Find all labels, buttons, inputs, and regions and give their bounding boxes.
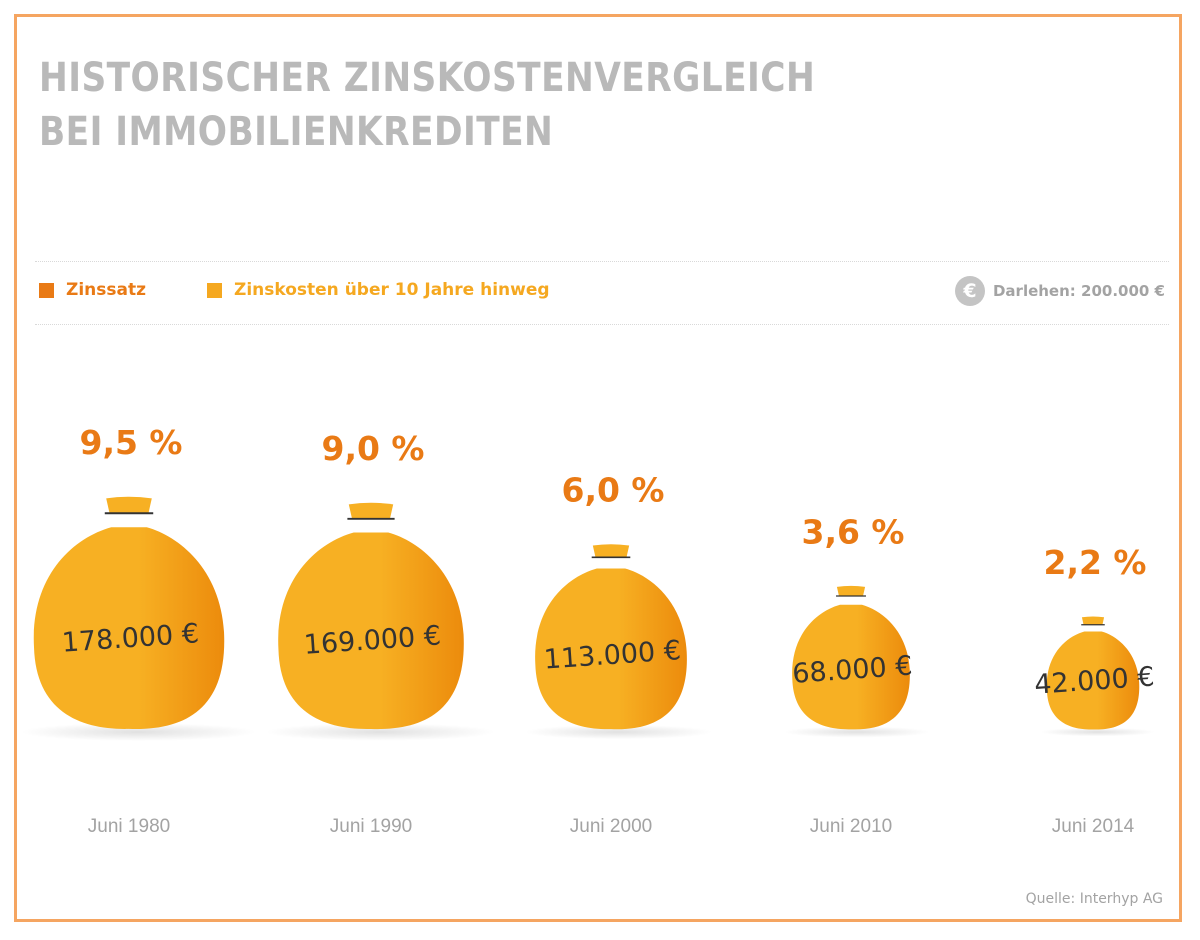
bag-shadow xyxy=(1040,727,1155,737)
money-bag-body xyxy=(1046,631,1140,730)
bag-shadow xyxy=(20,723,257,741)
money-bag-knot xyxy=(106,496,152,514)
legend-bar: Zinssatz Zinskosten über 10 Jahre hinweg… xyxy=(35,261,1169,325)
chart-title: HISTORISCHER ZINSKOSTENVERGLEICH BEI IMM… xyxy=(39,51,815,159)
category-label: Juni 1990 xyxy=(330,816,412,837)
money-bag-group xyxy=(1040,616,1155,737)
money-bag-body xyxy=(33,527,225,730)
legend-item-rate: Zinssatz xyxy=(39,280,146,300)
loan-note-text: Darlehen: 200.000 € xyxy=(992,282,1165,300)
legend-label-cost: Zinskosten über 10 Jahre hinweg xyxy=(234,280,550,300)
rate-label: 3,6 % xyxy=(801,512,904,551)
money-bag-body xyxy=(535,568,687,730)
money-bag-group xyxy=(265,502,496,741)
money-bag-knot xyxy=(1081,616,1105,625)
rate-label: 2,2 % xyxy=(1043,543,1146,582)
loan-note: € Darlehen: 200.000 € xyxy=(954,276,1165,306)
money-bag-group xyxy=(784,585,930,738)
legend-swatch-rate xyxy=(39,282,54,298)
category-label: Juni 2010 xyxy=(810,816,892,837)
legend-label-rate: Zinssatz xyxy=(66,280,146,300)
money-bag-knot xyxy=(348,502,394,520)
money-bag-body xyxy=(278,532,464,730)
rate-label: 6,0 % xyxy=(561,471,664,510)
bag-shadow xyxy=(524,724,713,740)
euro-coin-icon: € xyxy=(954,276,985,306)
money-bag-group xyxy=(20,496,257,741)
category-label: Juni 1980 xyxy=(88,816,170,837)
rate-label: 9,0 % xyxy=(321,429,424,468)
source-note: Quelle: Interhyp AG xyxy=(1025,891,1163,907)
chart-title-line-2: BEI IMMOBILIENKREDITEN xyxy=(39,109,554,155)
category-label: Juni 2014 xyxy=(1052,816,1135,837)
chart-title-line-1: HISTORISCHER ZINSKOSTENVERGLEICH xyxy=(39,55,816,101)
bag-shadow xyxy=(265,723,496,741)
legend-swatch-cost xyxy=(207,282,222,298)
money-bag-group xyxy=(524,544,713,740)
category-label: Juni 2000 xyxy=(570,816,652,837)
legend-item-cost: Zinskosten über 10 Jahre hinweg xyxy=(207,280,550,300)
bag-shadow xyxy=(784,726,930,738)
infographic-frame: HISTORISCHER ZINSKOSTENVERGLEICH BEI IMM… xyxy=(14,14,1182,922)
money-bag-knot xyxy=(592,544,630,558)
rate-label: 9,5 % xyxy=(79,423,182,462)
money-bag-knot xyxy=(836,585,866,597)
money-bag-body xyxy=(792,604,910,730)
